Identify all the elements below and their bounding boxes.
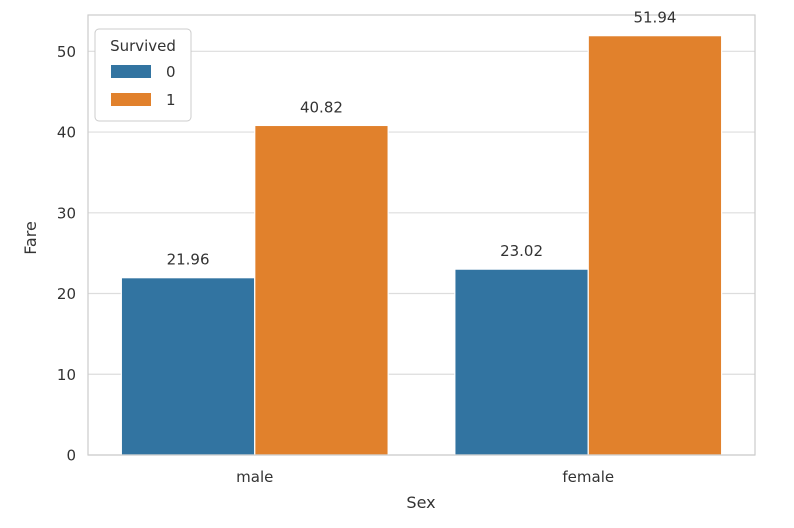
legend-swatch-series-1 xyxy=(111,93,151,106)
y-tick-label: 10 xyxy=(57,366,76,384)
y-tick-label: 20 xyxy=(57,285,76,303)
legend-label-series-0: 0 xyxy=(166,63,176,81)
x-tick-label-male: male xyxy=(236,468,273,486)
y-tick-label: 30 xyxy=(57,204,76,222)
bar-female-series-1 xyxy=(587,35,723,456)
y-tick-label: 0 xyxy=(66,447,76,465)
bar-male-series-1 xyxy=(254,124,389,456)
legend[interactable]: Survived 0 1 xyxy=(94,28,192,122)
bar-value-label: 40.82 xyxy=(300,98,343,116)
bars xyxy=(120,35,723,456)
bar-male-series-0 xyxy=(120,277,256,456)
y-axis-label: Fare xyxy=(21,221,40,255)
legend-title: Survived xyxy=(110,37,176,55)
legend-swatch-series-0 xyxy=(111,65,151,78)
y-tick-label: 40 xyxy=(57,124,76,142)
x-axis-label: Sex xyxy=(406,493,435,512)
y-tick-labels: 0 10 20 30 40 50 xyxy=(57,43,76,465)
bar-value-label: 21.96 xyxy=(167,251,210,269)
bar-value-labels: 21.96 40.82 23.02 51.94 xyxy=(167,9,677,269)
bar-value-label: 23.02 xyxy=(500,242,543,260)
legend-label-series-1: 1 xyxy=(166,91,176,109)
bar-female-series-0 xyxy=(454,268,589,456)
bar-value-label: 51.94 xyxy=(633,9,676,27)
y-tick-label: 50 xyxy=(57,43,76,61)
plot-frame xyxy=(87,14,756,456)
x-tick-label-female: female xyxy=(562,468,614,486)
x-tick-labels: male female xyxy=(236,468,614,486)
